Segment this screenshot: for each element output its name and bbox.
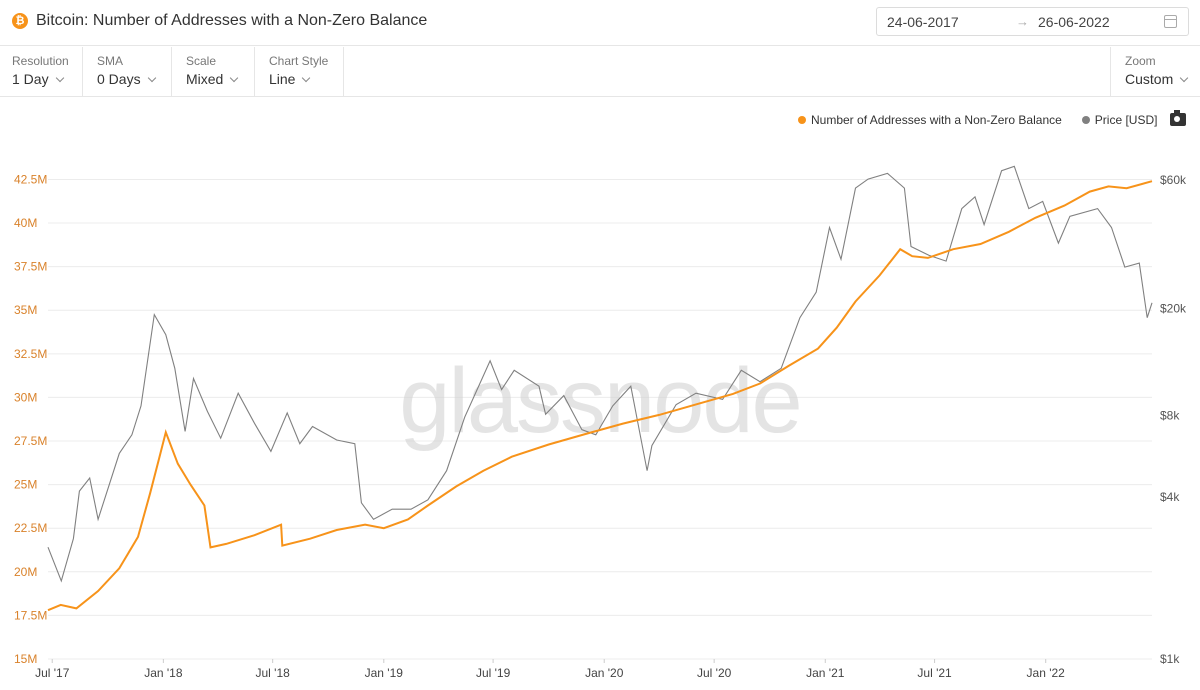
legend-item-addresses[interactable]: Number of Addresses with a Non-Zero Bala…: [798, 113, 1062, 127]
chart-legend: Number of Addresses with a Non-Zero Bala…: [798, 113, 1177, 127]
legend-dot-icon: [798, 116, 806, 124]
legend-label-addresses: Number of Addresses with a Non-Zero Bala…: [811, 113, 1062, 127]
left-tick-label: 25M: [14, 478, 37, 492]
chart-title: Bitcoin: Number of Addresses with a Non-…: [36, 12, 428, 29]
x-tick-label: Jul '19: [476, 666, 511, 680]
chart-header: ₿ Bitcoin: Number of Addresses with a No…: [0, 0, 1200, 46]
right-tick-label: $4k: [1160, 490, 1180, 504]
resolution-label: Resolution: [12, 54, 69, 68]
left-axis: 15M 17.5M 20M 22.5M 25M 27.5M 30M 32.5M 35M 37.5M…: [14, 172, 47, 666]
left-tick-label: 15M: [14, 652, 37, 666]
x-tick-label: Jul '17: [35, 666, 70, 680]
left-tick-label: 40M: [14, 216, 37, 230]
date-from-input[interactable]: 24-06-2017: [887, 14, 959, 30]
date-range-picker[interactable]: 24-06-2017 → 26-06-2022: [876, 7, 1189, 36]
resolution-dropdown[interactable]: Resolution 1 Day: [0, 47, 83, 97]
zoom-label: Zoom: [1125, 54, 1156, 68]
price-series-line: [47, 165, 1153, 583]
left-tick-label: 37.5M: [14, 260, 47, 274]
grid-lines: [48, 178, 1152, 660]
arrow-right-icon: →: [1016, 14, 1029, 29]
zoom-value: Custom: [1125, 71, 1174, 87]
date-to-input[interactable]: 26-06-2022: [1038, 14, 1110, 30]
chart-style-label: Chart Style: [269, 54, 329, 68]
legend-label-price: Price [USD]: [1094, 113, 1158, 127]
x-tick-label: Jan '19: [365, 666, 404, 680]
title-wrap: ₿ Bitcoin: Number of Addresses with a No…: [12, 12, 427, 30]
x-tick-label: Jan '20: [585, 666, 624, 680]
x-tick-label: Jul '20: [697, 666, 732, 680]
camera-icon[interactable]: [1170, 110, 1186, 126]
chart-controls: Resolution 1 Day SMA 0 Days Scale Mixed …: [0, 47, 1200, 97]
scale-dropdown[interactable]: Scale Mixed: [174, 47, 255, 97]
resolution-value: 1 Day: [12, 71, 49, 87]
legend-dot-icon: [1081, 116, 1090, 124]
x-tick-label: Jul '18: [256, 666, 291, 680]
right-tick-label: $60k: [1160, 173, 1187, 187]
right-tick-label: $1k: [1160, 652, 1180, 666]
sma-value: 0 Days: [97, 71, 141, 87]
x-axis: Jul '17 Jan '18 Jul '18 Jan '19 Jul '19 Jan '…: [35, 659, 1065, 680]
left-tick-label: 35M: [14, 303, 37, 317]
left-tick-label: 42.5M: [14, 172, 47, 186]
sma-label: SMA: [97, 54, 124, 68]
left-tick-label: 17.5M: [14, 608, 47, 622]
scale-value: Mixed: [186, 71, 224, 87]
left-tick-label: 27.5M: [14, 434, 47, 448]
right-tick-label: $20k: [1160, 302, 1187, 316]
left-tick-label: 32.5M: [14, 347, 47, 361]
left-tick-label: 20M: [14, 565, 37, 579]
watermark: glassnode: [399, 350, 800, 452]
bitcoin-icon: ₿: [12, 13, 28, 29]
zoom-dropdown[interactable]: Zoom Custom: [1110, 47, 1200, 97]
left-tick-label: 30M: [14, 390, 37, 404]
calendar-icon[interactable]: [1164, 15, 1177, 28]
x-tick-label: Jan '18: [144, 666, 183, 680]
legend-item-price[interactable]: Price [USD]: [1081, 113, 1158, 127]
right-axis: $1k $4k $8k $20k $60k: [1160, 173, 1187, 666]
right-tick-label: $8k: [1160, 409, 1180, 423]
addresses-series-line: [47, 180, 1153, 612]
x-tick-label: Jan '22: [1027, 666, 1066, 680]
sma-dropdown[interactable]: SMA 0 Days: [85, 47, 172, 97]
x-tick-label: Jan '21: [806, 666, 845, 680]
chart-style-value: Line: [269, 71, 296, 87]
scale-label: Scale: [186, 54, 217, 68]
left-tick-label: 22.5M: [14, 521, 47, 535]
x-tick-label: Jul '21: [917, 666, 952, 680]
chart-style-dropdown[interactable]: Chart Style Line: [257, 47, 344, 97]
